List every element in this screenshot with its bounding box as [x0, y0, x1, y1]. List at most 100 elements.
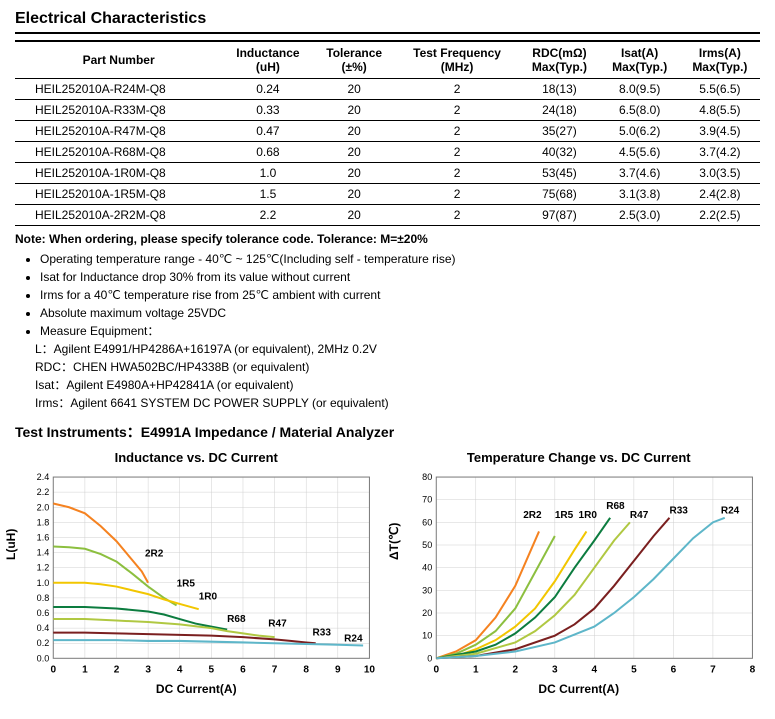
- note-item: Absolute maximum voltage 25VDC: [40, 304, 760, 322]
- cell: 6.5(8.0): [600, 100, 680, 121]
- svg-text:2: 2: [512, 664, 518, 675]
- svg-text:1.6: 1.6: [37, 532, 50, 542]
- table-row: HEIL252010A-R24M-Q80.2420218(13)8.0(9.5)…: [15, 79, 760, 100]
- table-row: HEIL252010A-R33M-Q80.3320224(18)6.5(8.0)…: [15, 100, 760, 121]
- cell: 20: [314, 163, 395, 184]
- col-header: RDC(mΩ)Max(Typ.): [519, 41, 599, 79]
- svg-text:8: 8: [303, 664, 309, 675]
- svg-text:2R2: 2R2: [523, 510, 542, 521]
- cell: 18(13): [519, 79, 599, 100]
- svg-text:4: 4: [591, 664, 597, 675]
- col-header: Irms(A)Max(Typ.): [680, 41, 760, 79]
- svg-text:40: 40: [422, 563, 432, 573]
- svg-text:1: 1: [82, 664, 88, 675]
- cell: 20: [314, 184, 395, 205]
- cell: 2: [395, 79, 520, 100]
- svg-text:1R5: 1R5: [554, 510, 573, 521]
- note-item: Irms for a 40℃ temperature rise from 25℃…: [40, 286, 760, 304]
- cell: 20: [314, 205, 395, 226]
- svg-text:0: 0: [50, 664, 56, 675]
- cell: 5.5(6.5): [680, 79, 760, 100]
- svg-text:0.0: 0.0: [37, 653, 50, 663]
- chart-temperature: Temperature Change vs. DC Current ΔT(℃) …: [398, 450, 761, 696]
- cell: HEIL252010A-1R5M-Q8: [15, 184, 222, 205]
- svg-text:0.8: 0.8: [37, 593, 50, 603]
- cell: 24(18): [519, 100, 599, 121]
- cell: 20: [314, 142, 395, 163]
- svg-text:7: 7: [272, 664, 278, 675]
- cell: 97(87): [519, 205, 599, 226]
- cell: 4.5(5.6): [600, 142, 680, 163]
- svg-text:1.0: 1.0: [37, 578, 50, 588]
- svg-text:3: 3: [552, 664, 558, 675]
- chart-inductance: Inductance vs. DC Current L(uH) 0.00.20.…: [15, 450, 378, 696]
- spec-table: Part NumberInductance(uH)Tolerance(±%)Te…: [15, 40, 760, 226]
- svg-text:R68: R68: [227, 614, 246, 625]
- cell: HEIL252010A-R68M-Q8: [15, 142, 222, 163]
- cell: 3.0(3.5): [680, 163, 760, 184]
- svg-text:5: 5: [209, 664, 215, 675]
- cell: 40(32): [519, 142, 599, 163]
- cell: HEIL252010A-R24M-Q8: [15, 79, 222, 100]
- svg-text:4: 4: [177, 664, 183, 675]
- chart1-ylabel: L(uH): [4, 529, 18, 560]
- svg-text:R24: R24: [720, 505, 739, 516]
- cell: 20: [314, 100, 395, 121]
- svg-text:1.8: 1.8: [37, 517, 50, 527]
- cell: 0.24: [222, 79, 313, 100]
- svg-text:1R5: 1R5: [177, 579, 196, 590]
- svg-text:30: 30: [422, 585, 432, 595]
- col-header: Test Frequency(MHz): [395, 41, 520, 79]
- svg-text:9: 9: [335, 664, 341, 675]
- note-item: Operating temperature range - 40℃ ~ 125℃…: [40, 250, 760, 268]
- equipment-item: Irms：Agilent 6641 SYSTEM DC POWER SUPPLY…: [35, 394, 760, 412]
- svg-text:2.2: 2.2: [37, 487, 50, 497]
- cell: 0.68: [222, 142, 313, 163]
- equipment-item: RDC：CHEN HWA502BC/HP4338B (or equivalent…: [35, 358, 760, 376]
- chart2-xlabel: DC Current(A): [398, 682, 761, 696]
- table-row: HEIL252010A-1R0M-Q81.020253(45)3.7(4.6)3…: [15, 163, 760, 184]
- cell: 20: [314, 79, 395, 100]
- cell: 2: [395, 100, 520, 121]
- svg-text:6: 6: [670, 664, 676, 675]
- svg-text:10: 10: [364, 664, 376, 675]
- equipment-item: Isat：Agilent E4980A+HP42841A (or equival…: [35, 376, 760, 394]
- cell: 8.0(9.5): [600, 79, 680, 100]
- cell: 2.4(2.8): [680, 184, 760, 205]
- notes-list: Operating temperature range - 40℃ ~ 125℃…: [40, 250, 760, 340]
- cell: 0.33: [222, 100, 313, 121]
- cell: 3.7(4.2): [680, 142, 760, 163]
- equipment-list: L：Agilent E4991/HP4286A+16197A (or equiv…: [35, 340, 760, 412]
- cell: 2: [395, 205, 520, 226]
- cell: 20: [314, 121, 395, 142]
- cell: 4.8(5.5): [680, 100, 760, 121]
- svg-text:3: 3: [145, 664, 151, 675]
- chart1-title: Inductance vs. DC Current: [15, 450, 378, 465]
- cell: HEIL252010A-2R2M-Q8: [15, 205, 222, 226]
- svg-text:10: 10: [422, 631, 432, 641]
- cell: 2.2(2.5): [680, 205, 760, 226]
- test-instruments-title: Test Instruments：E4991A Impedance / Mate…: [15, 422, 760, 442]
- svg-text:0.2: 0.2: [37, 638, 50, 648]
- table-row: HEIL252010A-R47M-Q80.4720235(27)5.0(6.2)…: [15, 121, 760, 142]
- svg-text:70: 70: [422, 495, 432, 505]
- svg-text:0.4: 0.4: [37, 623, 50, 633]
- col-header: Part Number: [15, 41, 222, 79]
- table-row: HEIL252010A-1R5M-Q81.520275(68)3.1(3.8)2…: [15, 184, 760, 205]
- svg-text:1R0: 1R0: [199, 591, 218, 602]
- cell: 2: [395, 142, 520, 163]
- cell: 2: [395, 163, 520, 184]
- cell: 0.47: [222, 121, 313, 142]
- svg-text:8: 8: [749, 664, 755, 675]
- svg-text:6: 6: [240, 664, 246, 675]
- cell: 2: [395, 184, 520, 205]
- svg-text:0.6: 0.6: [37, 608, 50, 618]
- svg-text:0: 0: [433, 664, 439, 675]
- svg-text:1.2: 1.2: [37, 563, 50, 573]
- cell: 2.2: [222, 205, 313, 226]
- cell: 1.5: [222, 184, 313, 205]
- svg-text:R33: R33: [669, 505, 688, 516]
- chart2-title: Temperature Change vs. DC Current: [398, 450, 761, 465]
- equipment-item: L：Agilent E4991/HP4286A+16197A (or equiv…: [35, 340, 760, 358]
- cell: HEIL252010A-R47M-Q8: [15, 121, 222, 142]
